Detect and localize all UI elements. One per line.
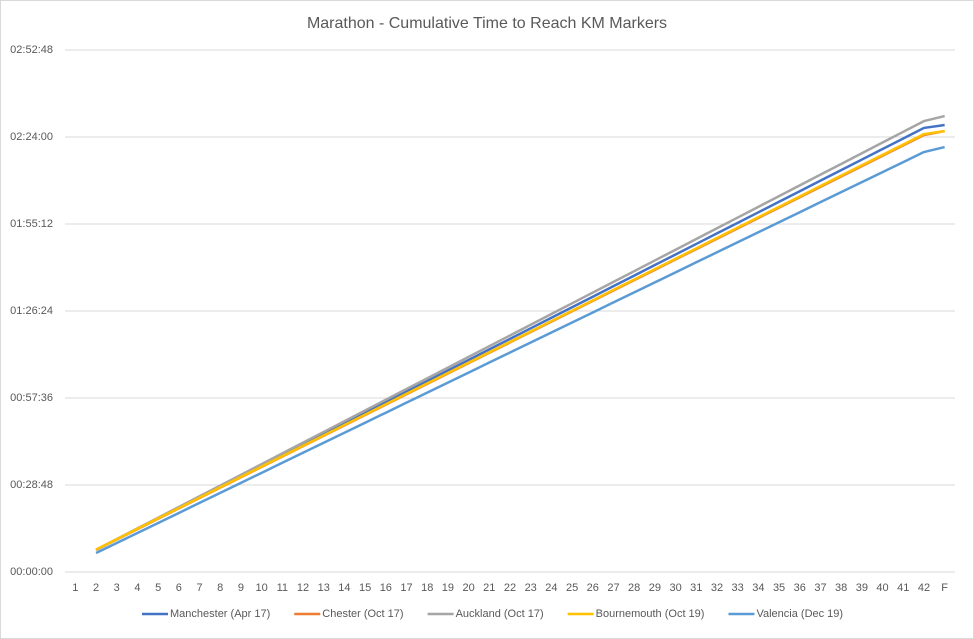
x-tick-label: 34 (752, 582, 764, 594)
y-tick-label: 00:28:48 (10, 479, 53, 491)
x-tick-label: 32 (711, 582, 723, 594)
x-tick-label: 2 (93, 582, 99, 594)
x-tick-label: 38 (835, 582, 847, 594)
x-tick-label: 30 (669, 582, 681, 594)
y-tick-label: 00:00:00 (10, 566, 53, 578)
x-tick-label: 23 (525, 582, 537, 594)
x-tick-label: 14 (338, 582, 350, 594)
x-tick-label: 16 (380, 582, 392, 594)
x-tick-label: 37 (814, 582, 826, 594)
legend-label: Valencia (Dec 19) (756, 608, 843, 620)
x-tick-label: 20 (462, 582, 474, 594)
y-tick-label: 02:52:48 (10, 44, 53, 56)
legend-label: Auckland (Oct 17) (456, 608, 544, 620)
x-tick-label: 28 (628, 582, 640, 594)
x-tick-label: 5 (155, 582, 161, 594)
series-line (95, 114, 945, 551)
x-tick-label: 33 (732, 582, 744, 594)
legend-label: Bournemouth (Oct 19) (596, 608, 705, 620)
series-line (95, 145, 945, 555)
x-tick-label: 42 (918, 582, 930, 594)
x-tick-label: 35 (773, 582, 785, 594)
x-tick-label: 17 (400, 582, 412, 594)
x-tick-label: F (941, 582, 948, 594)
x-tick-label: 18 (421, 582, 433, 594)
x-tick-label: 21 (483, 582, 495, 594)
x-tick-label: 41 (897, 582, 909, 594)
x-tick-label: 19 (442, 582, 454, 594)
x-tick-label: 4 (134, 582, 140, 594)
legend-label: Chester (Oct 17) (322, 608, 403, 620)
y-tick-label: 01:55:12 (10, 218, 53, 230)
x-tick-label: 27 (607, 582, 619, 594)
chart-title: Marathon - Cumulative Time to Reach KM M… (307, 15, 667, 32)
x-tick-label: 10 (256, 582, 268, 594)
x-tick-label: 9 (238, 582, 244, 594)
y-tick-label: 01:26:24 (10, 305, 53, 317)
x-tick-label: 11 (277, 582, 288, 594)
x-tick-label: 29 (649, 582, 661, 594)
x-tick-label: 12 (297, 582, 309, 594)
x-tick-label: 15 (359, 582, 371, 594)
x-tick-label: 7 (196, 582, 202, 594)
x-tick-label: 8 (217, 582, 223, 594)
x-tick-label: 31 (690, 582, 702, 594)
y-tick-label: 00:57:36 (10, 392, 53, 404)
x-tick-label: 26 (587, 582, 599, 594)
x-tick-label: 22 (504, 582, 516, 594)
x-tick-label: 39 (856, 582, 868, 594)
x-tick-label: 25 (566, 582, 578, 594)
series-line (95, 129, 945, 551)
x-tick-label: 36 (794, 582, 806, 594)
x-tick-label: 1 (72, 582, 78, 594)
x-tick-label: 13 (318, 582, 330, 594)
x-tick-label: 24 (545, 582, 557, 594)
x-tick-label: 6 (176, 582, 182, 594)
y-tick-label: 02:24:00 (10, 131, 53, 143)
x-tick-label: 40 (876, 582, 888, 594)
legend-label: Manchester (Apr 17) (170, 608, 270, 620)
x-tick-label: 3 (114, 582, 120, 594)
